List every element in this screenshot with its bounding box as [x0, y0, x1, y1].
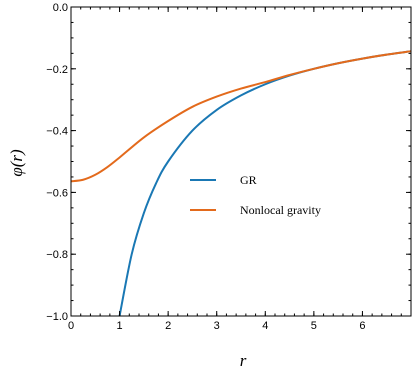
x-tick-label: 6: [359, 320, 365, 332]
y-tick-label: 0.0: [53, 2, 68, 14]
legend-label-gr: GR: [240, 173, 257, 187]
legend-label-nonlocal: Nonlocal gravity: [240, 203, 321, 217]
x-tick-label: 0: [68, 320, 74, 332]
x-tick-label: 5: [311, 320, 317, 332]
y-tick-label: −0.6: [46, 187, 68, 199]
y-tick-label: −1.0: [46, 311, 68, 323]
legend: GR Nonlocal gravity: [190, 173, 321, 217]
x-tick-label: 4: [262, 320, 268, 332]
x-tick-label: 1: [117, 320, 123, 332]
nonlocal-series-line: [70, 50, 412, 183]
x-tick-label: 2: [165, 320, 171, 332]
axis-ticks: 0 1 2 3 4 5 6 0.0 −0.2 −0.4 −0.6 −0.8 −1.0: [46, 2, 412, 332]
plot-marks: [70, 50, 412, 317]
y-axis-label: φ(r): [7, 149, 26, 177]
y-tick-label: −0.4: [46, 126, 68, 138]
x-tick-label: 3: [214, 320, 220, 332]
plot-frame: [70, 6, 412, 317]
gr-series-line: [118, 50, 412, 317]
y-tick-label: −0.8: [46, 249, 68, 261]
y-tick-label: −0.2: [46, 64, 68, 76]
x-axis-label: r: [240, 351, 247, 370]
